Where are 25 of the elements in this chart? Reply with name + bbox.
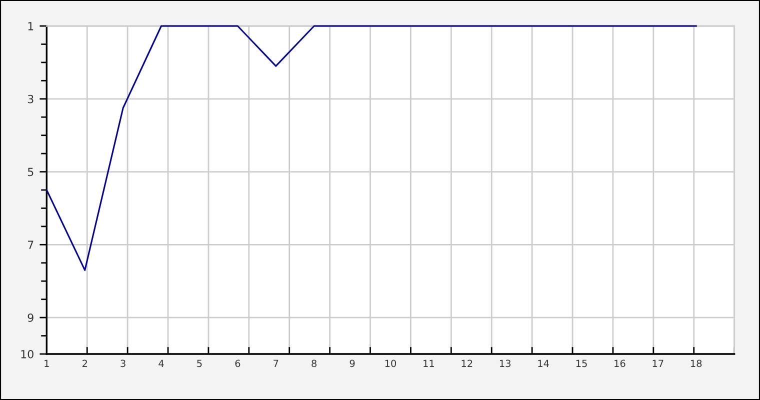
y-tick-label: 3 (28, 94, 34, 104)
x-tick-label: 6 (235, 360, 240, 368)
x-tick-label: 11 (424, 360, 434, 367)
x-tick-label: 17 (652, 360, 664, 367)
x-tick-label: 16 (614, 360, 626, 368)
x-tick-label: 12 (462, 360, 472, 367)
y-tick-label: 5 (28, 168, 34, 176)
x-tick-label: 15 (576, 360, 587, 368)
x-tick-label: 5 (197, 360, 202, 368)
x-tick-label: 14 (538, 360, 549, 367)
line-series (46, 25, 697, 271)
x-tick-label: 7 (274, 360, 278, 367)
x-tick-label: 18 (690, 360, 702, 368)
x-tick-label: 9 (350, 360, 355, 368)
x-tick-label: 13 (500, 360, 510, 368)
y-tick-label: 9 (28, 314, 34, 322)
y-tick-label: 7 (28, 240, 34, 249)
x-tick-label: 3 (120, 360, 126, 368)
y-tick-label: 10 (21, 350, 34, 358)
x-tick-label: 8 (312, 360, 317, 368)
y-tick-label: 1 (28, 22, 34, 30)
x-tick-label: 4 (158, 360, 164, 367)
x-tick-label: 1 (44, 360, 49, 367)
x-tick-label: 2 (82, 360, 87, 367)
x-tick-label: 10 (385, 360, 396, 368)
